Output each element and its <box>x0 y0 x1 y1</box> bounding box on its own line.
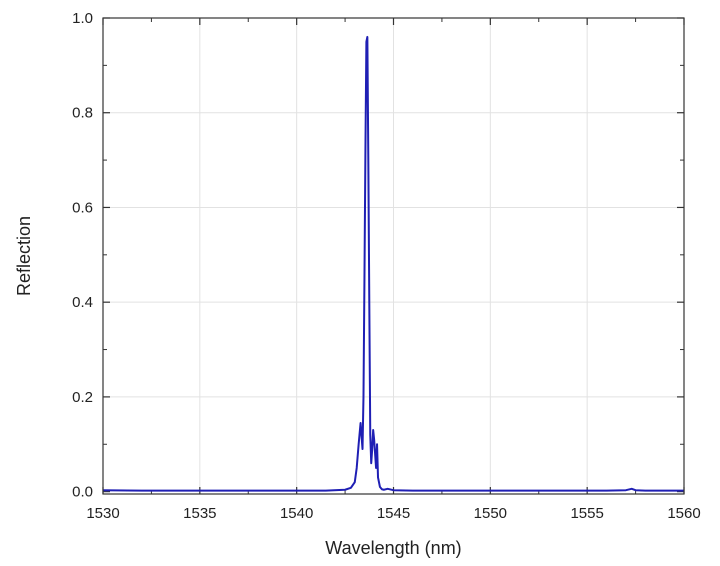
plot-frame <box>102 17 685 495</box>
x-tick-label: 1545 <box>377 505 410 522</box>
x-tick-label: 1555 <box>570 505 603 522</box>
y-tick-label: 0.0 <box>72 484 93 501</box>
y-tick-label: 0.6 <box>72 199 93 216</box>
reflection-series-line <box>102 35 684 492</box>
x-tick-label: 1550 <box>474 505 507 522</box>
x-tick-label: 1540 <box>280 505 313 522</box>
x-tick-label: 1535 <box>183 505 216 522</box>
series-layer <box>102 35 684 492</box>
y-tick-label: 0.4 <box>72 294 93 311</box>
grid-layer <box>103 18 684 494</box>
x-tick-label: 1530 <box>86 505 119 522</box>
y-tick-label: 1.0 <box>72 10 93 27</box>
x-axis-label: Wavelength (nm) <box>325 538 461 558</box>
y-tick-label: 0.2 <box>72 389 93 406</box>
x-tick-label: 1560 <box>667 505 700 522</box>
y-axis-label: Reflection <box>14 216 34 296</box>
y-tick-labels: 0.0 0.2 0.4 0.6 0.8 1.0 <box>72 10 93 501</box>
y-tick-label: 0.8 <box>72 105 93 122</box>
x-tick-labels: 1530 1535 1540 1545 1550 1555 1560 <box>86 505 700 522</box>
